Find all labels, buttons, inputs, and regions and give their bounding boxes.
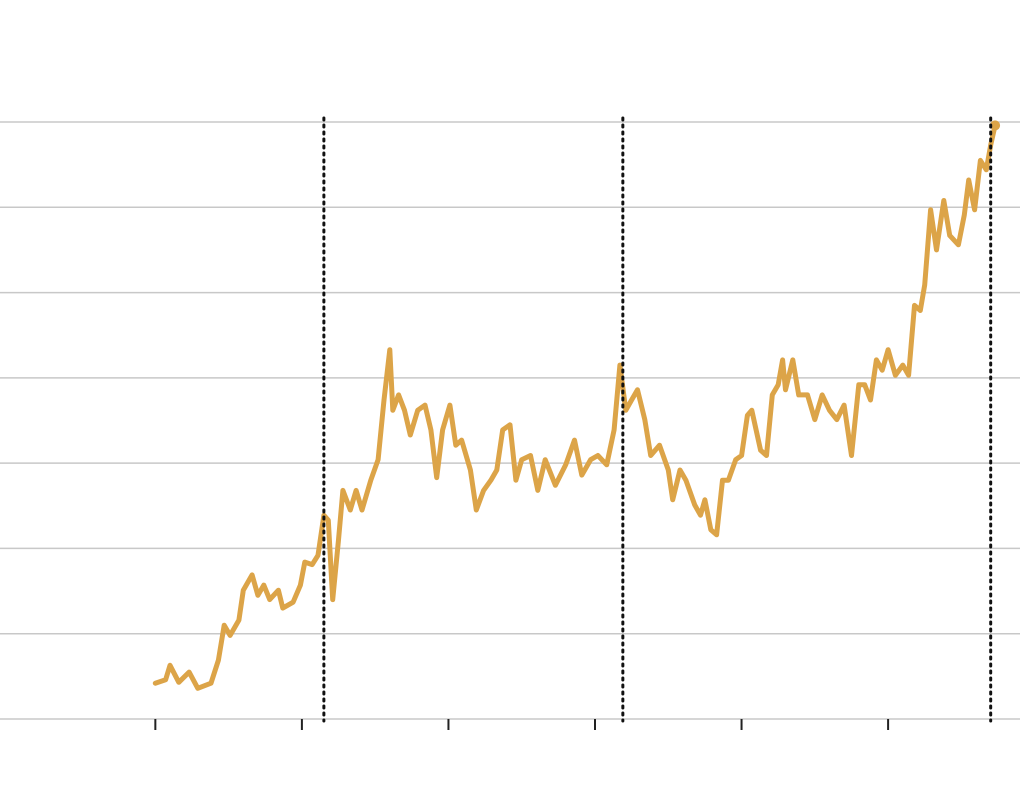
end-dot [990,120,1001,131]
price-line [152,122,998,691]
